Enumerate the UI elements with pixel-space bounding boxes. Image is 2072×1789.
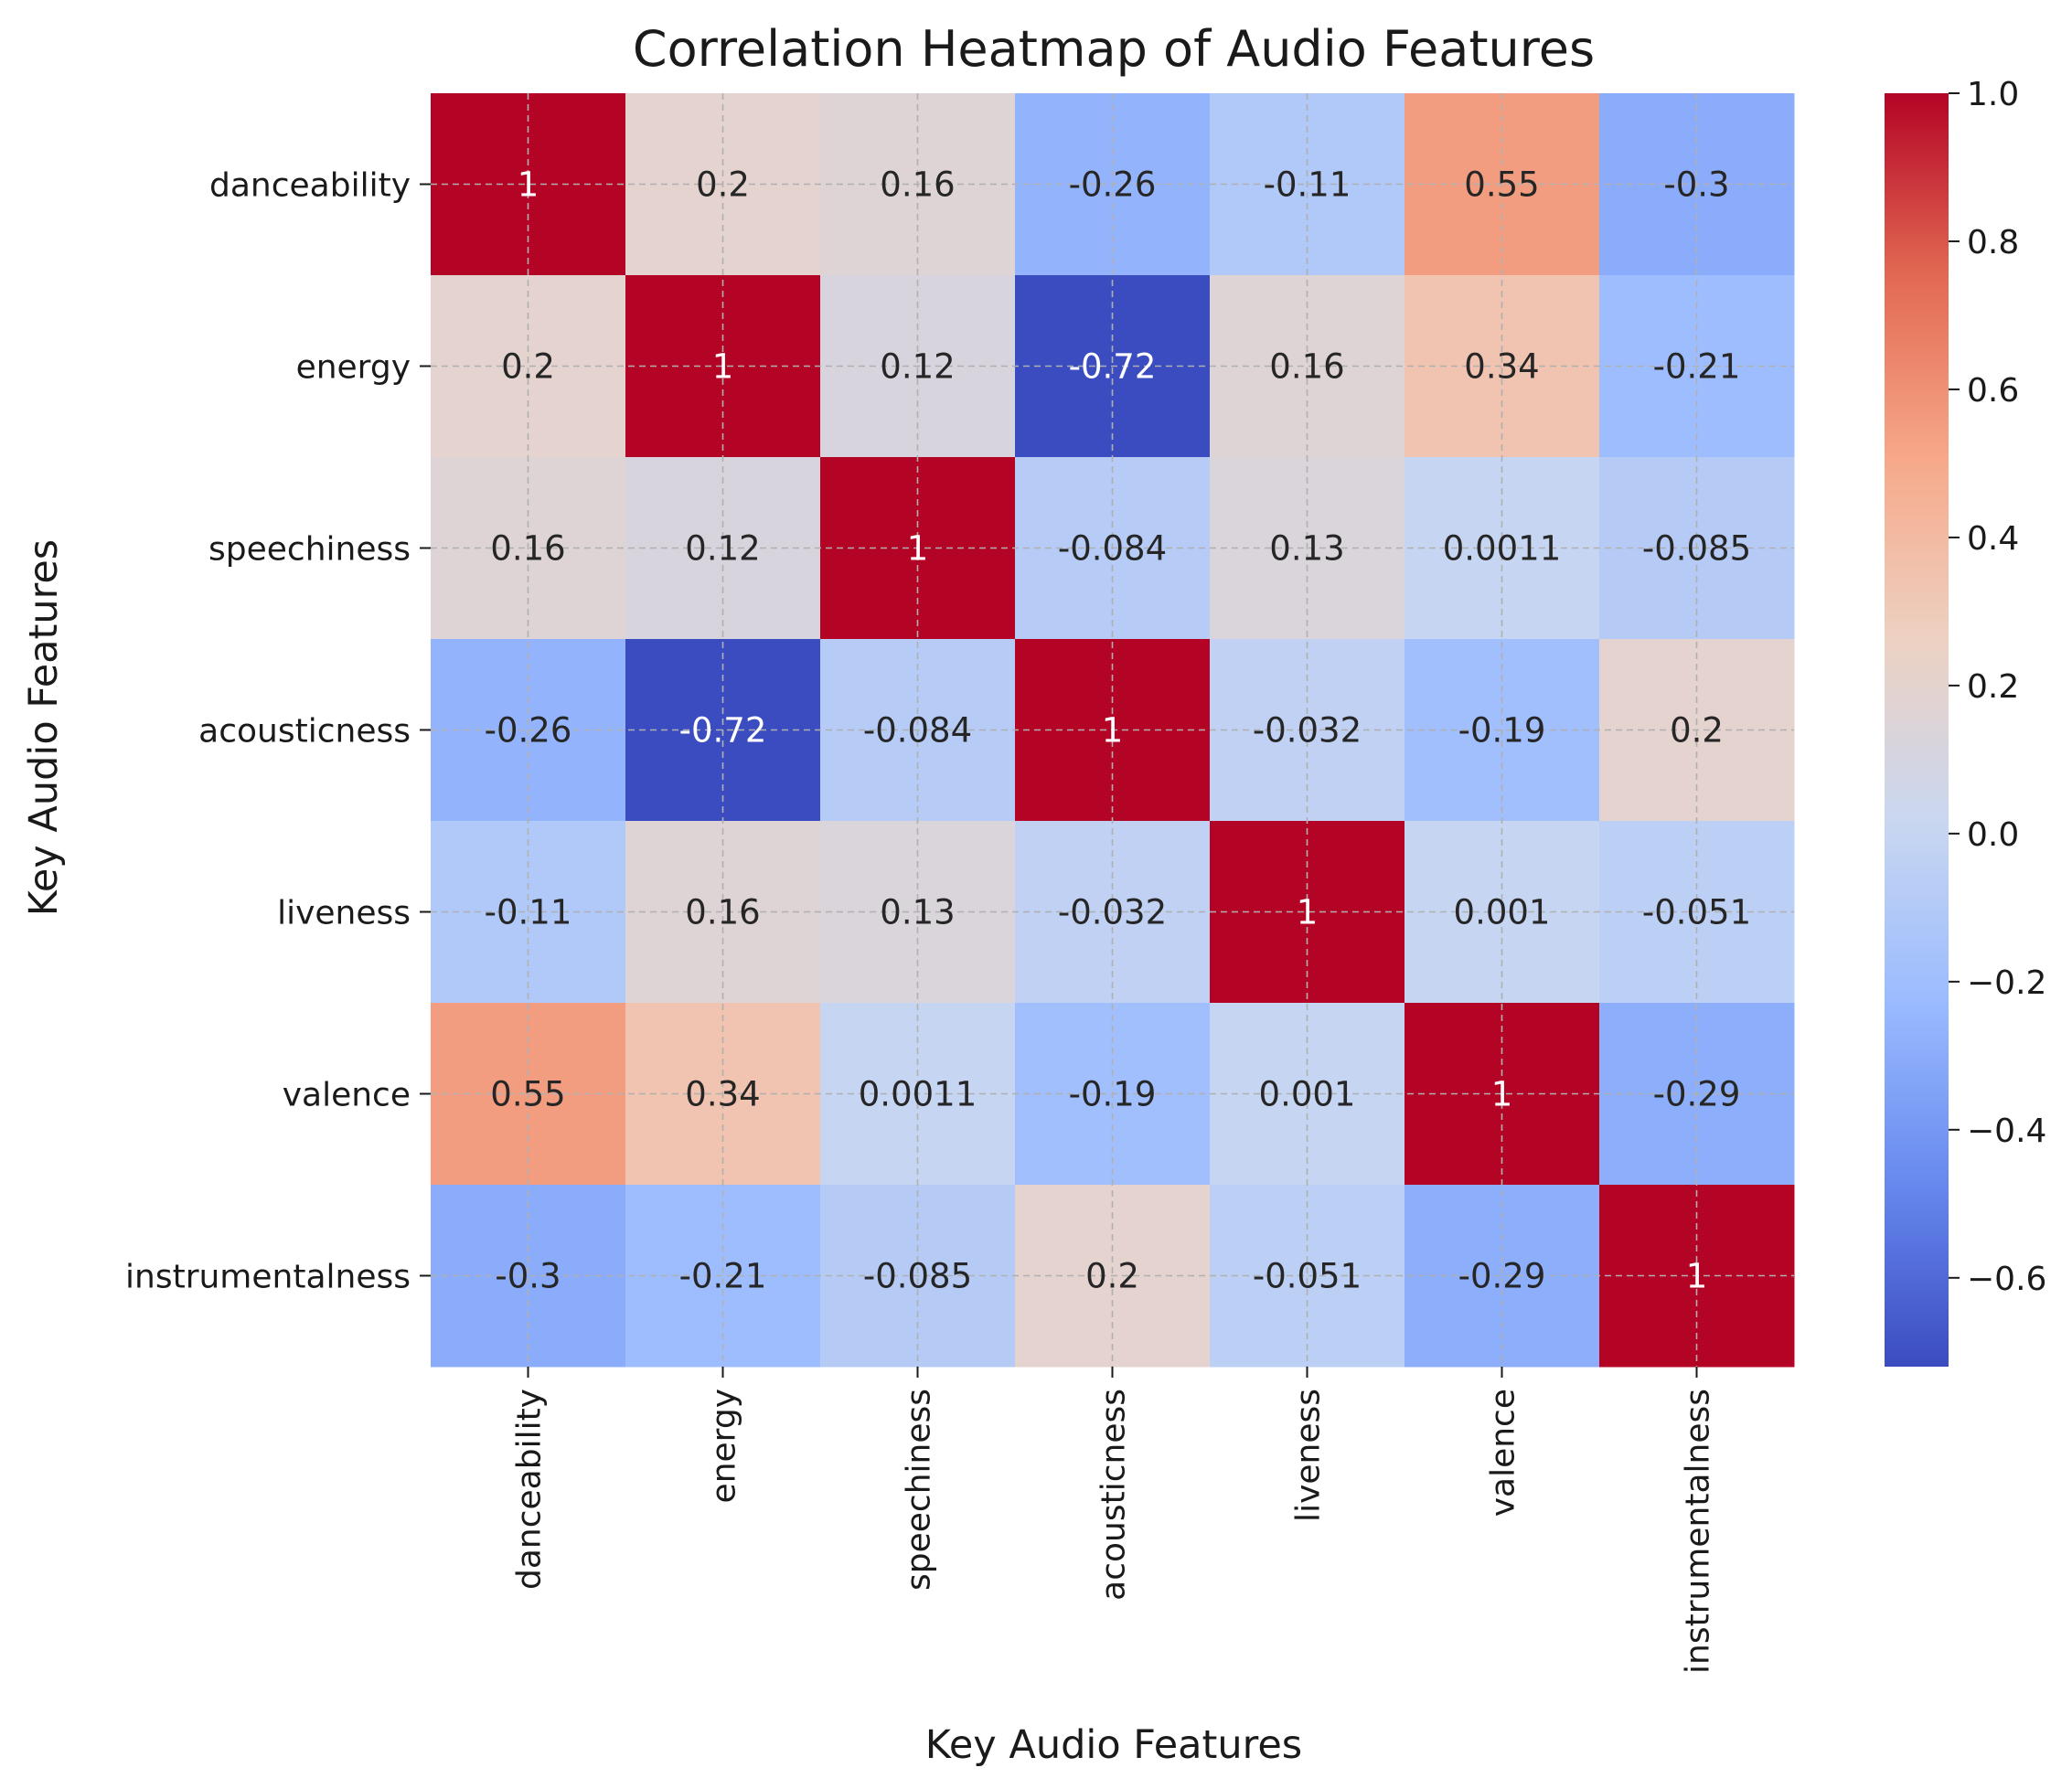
y-tick-label-energy: energy [296,349,411,387]
heatmap-cell-label: -0.032 [1253,711,1362,751]
heatmap-cell-label: -0.72 [1069,347,1157,387]
heatmap-cell-label: 1 [1686,1257,1708,1296]
y-tick-label-valence: valence [283,1077,411,1114]
heatmap-value-labels: 1 0.2 0.16 -0.26 -0.11 0.55 -0.3 0.2 1 0.12 -0.72 0… [485,165,1752,1296]
heatmap-cell-label: -0.051 [1253,1257,1362,1296]
x-tick-label-instrumentalness: instrumentalness [1680,1389,1717,1674]
colorbar-tick-label: −0.6 [1967,1261,2046,1298]
heatmap-cell-label: -0.085 [1642,529,1751,569]
heatmap-cell-label: 0.0011 [859,1075,977,1114]
colorbar-tick-label: 0.6 [1967,372,2019,410]
x-axis-label: Key Audio Features [925,1722,1302,1768]
x-tick-label-danceability: danceability [511,1389,549,1590]
y-tick-label-danceability: danceability [209,167,411,205]
colorbar-tick-label: 0.0 [1967,816,2019,854]
y-tick-label-instrumentalness: instrumentalness [125,1259,411,1296]
heatmap-grid [431,93,1794,1367]
colorbar-tick-label: 1.0 [1967,76,2019,113]
heatmap-cell-label: -0.051 [1642,893,1751,932]
heatmap-cell-label: 0.13 [1269,529,1344,569]
heatmap-cell-label: 0.2 [696,165,750,205]
heatmap-cell-label: 1 [1491,1075,1513,1114]
heatmap-cell-label: -0.3 [495,1257,561,1296]
heatmap-cell-label: -0.72 [679,711,767,751]
heatmap-cell-label: -0.21 [679,1257,767,1296]
heatmap-cell-label: 0.55 [490,1075,565,1114]
heatmap-cell-label: -0.11 [485,893,572,932]
colorbar-tick-label: −0.4 [1967,1113,2046,1150]
y-axis-label: Key Audio Features [21,539,67,916]
colorbar-tick-label: 0.2 [1967,668,2019,706]
heatmap-cell-label: -0.29 [1653,1075,1741,1114]
heatmap-cell-label: 0.0011 [1443,529,1561,569]
y-tick-label-acousticness: acousticness [198,713,411,751]
heatmap-cell-label: 0.16 [490,529,565,569]
y-tick-label-speechiness: speechiness [208,531,411,569]
colorbar [1885,93,1949,1367]
heatmap-cell-label: 1 [712,347,734,387]
heatmap-cell-label: -0.3 [1663,165,1729,205]
heatmap-cell-label: -0.26 [485,711,572,751]
colorbar-tick-label: −0.2 [1967,964,2046,1002]
heatmap-cell-label: 1 [1102,711,1124,751]
heatmap-cell-label: 1 [518,165,539,205]
x-axis-ticks: danceability energy speechiness acousticnes… [511,1367,1717,1674]
y-axis-ticks: danceability energy speechiness acousticnes… [125,167,431,1296]
heatmap-cell-label: 0.34 [1464,347,1539,387]
heatmap-cell-label: 1 [907,529,929,569]
x-tick-label-speechiness: speechiness [901,1389,938,1591]
heatmap-cell-label: -0.084 [1058,529,1167,569]
heatmap-cell-label: -0.032 [1058,893,1167,932]
heatmap-cell-label: 0.12 [880,347,955,387]
heatmap-cell-label: -0.084 [863,711,972,751]
heatmap-cell-label: 0.2 [501,347,555,387]
heatmap-cell-label: -0.085 [863,1257,972,1296]
heatmap-cell-label: -0.19 [1069,1075,1157,1114]
heatmap-cell-label: 0.2 [1670,711,1724,751]
y-tick-label-liveness: liveness [277,895,411,932]
heatmap-cell-label: 0.2 [1085,1257,1139,1296]
x-tick-label-valence: valence [1485,1389,1522,1517]
heatmap-cell-label: -0.29 [1458,1257,1546,1296]
heatmap-cell-label: 0.16 [1269,347,1344,387]
heatmap-cell-label: 0.001 [1259,1075,1356,1114]
heatmap-cell-label: 0.16 [880,165,955,205]
colorbar-tick-label: 0.8 [1967,224,2019,261]
chart-title: Correlation Heatmap of Audio Features [633,20,1595,78]
x-tick-label-liveness: liveness [1290,1389,1328,1522]
x-tick-label-acousticness: acousticness [1095,1389,1133,1601]
heatmap-cell-label: 0.13 [880,893,955,932]
heatmap-cell-label: -0.26 [1069,165,1157,205]
heatmap-cell-label: -0.19 [1458,711,1546,751]
heatmap-cell-label: 0.16 [685,893,760,932]
x-tick-label-energy: energy [706,1389,743,1503]
heatmap-cell-label: 0.12 [685,529,760,569]
heatmap-cell-label: 0.34 [685,1075,760,1114]
heatmap-cell-label: 0.55 [1464,165,1539,205]
heatmap-cell-label: 0.001 [1454,893,1551,932]
colorbar-tick-label: 0.4 [1967,520,2019,558]
heatmap-cell-label: -0.21 [1653,347,1741,387]
colorbar-ticks: 1.0 0.8 0.6 0.4 0.2 0.0 −0.2 −0.4 −0.6 [1949,76,2046,1298]
heatmap-cell-label: -0.11 [1264,165,1351,205]
heatmap-cell-label: 1 [1297,893,1319,932]
